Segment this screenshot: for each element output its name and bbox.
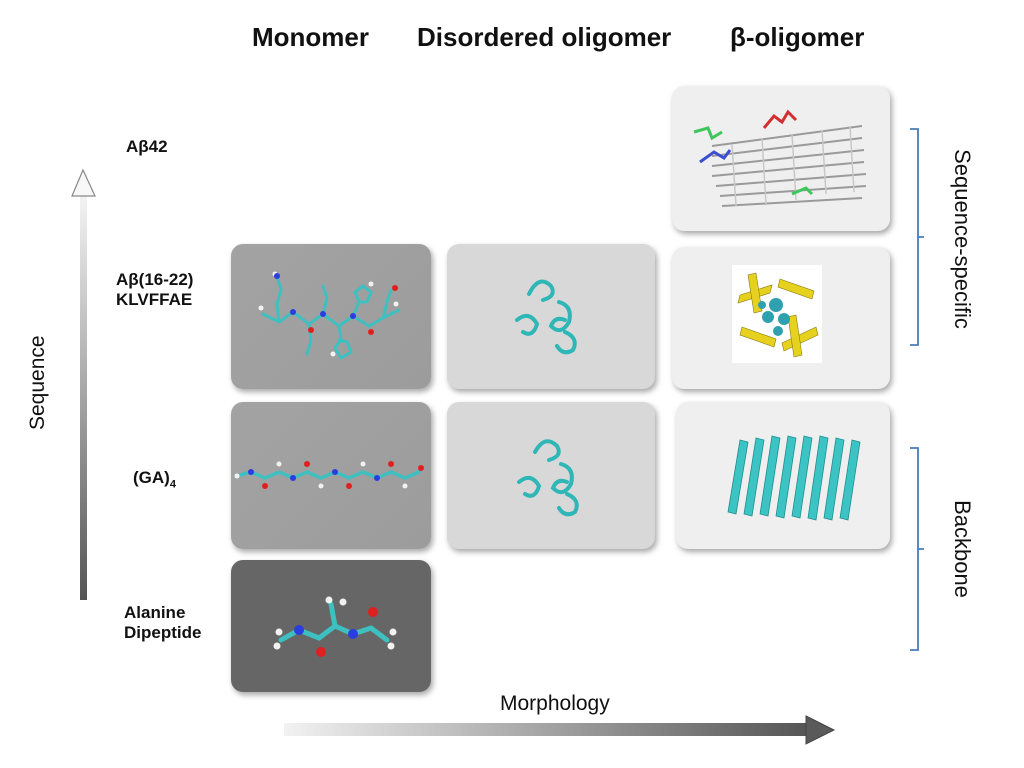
row-label-ga4: (GA)4 xyxy=(133,468,176,491)
alanine-dipeptide-model-icon xyxy=(273,596,397,657)
ga4-beta-sheet-stack-icon xyxy=(727,435,861,521)
sequence-axis-arrow xyxy=(71,168,96,600)
abeta42-fibril-icon xyxy=(693,109,867,207)
row-label-abeta16-22: Aβ(16-22) KLVFFAE xyxy=(116,270,194,309)
tile-beta-abeta42 xyxy=(672,86,890,231)
disordered-ribbons-icon xyxy=(515,279,577,355)
row-label-alanine-dipeptide: Alanine Dipeptide xyxy=(124,603,202,642)
tile-beta-ga4 xyxy=(676,402,890,549)
disordered-ribbons-ga4-icon xyxy=(517,439,579,517)
tile-monomer-ga4 xyxy=(231,402,431,549)
group-label-backbone: Backbone xyxy=(950,500,975,598)
backbone-bracket xyxy=(910,447,924,651)
row-label-abeta42: Aβ42 xyxy=(126,137,168,156)
sequence-axis-label: Sequence xyxy=(26,335,49,430)
stick-model-klvffae-icon xyxy=(258,271,401,361)
morphology-axis-label: Morphology xyxy=(500,692,610,715)
tile-disordered-abeta16-22 xyxy=(447,244,655,389)
group-label-sequence-specific: Sequence-specific xyxy=(950,149,975,329)
column-header-monomer: Monomer xyxy=(252,22,369,52)
tile-monomer-abeta16-22 xyxy=(231,244,431,389)
sequence-specific-bracket xyxy=(910,128,924,346)
tile-disordered-ga4 xyxy=(447,402,655,549)
column-header-disordered-oligomer: Disordered oligomer xyxy=(417,22,672,52)
tile-monomer-alanine-dipeptide xyxy=(231,560,431,692)
stick-model-ga4-icon xyxy=(234,461,424,489)
klvffae-barrel-panel xyxy=(732,265,822,363)
column-header-beta-oligomer: β-oligomer xyxy=(730,22,865,52)
tile-beta-abeta16-22 xyxy=(672,247,890,389)
morphology-axis-arrow xyxy=(284,715,836,745)
klvffae-beta-barrel-icon xyxy=(737,272,819,358)
